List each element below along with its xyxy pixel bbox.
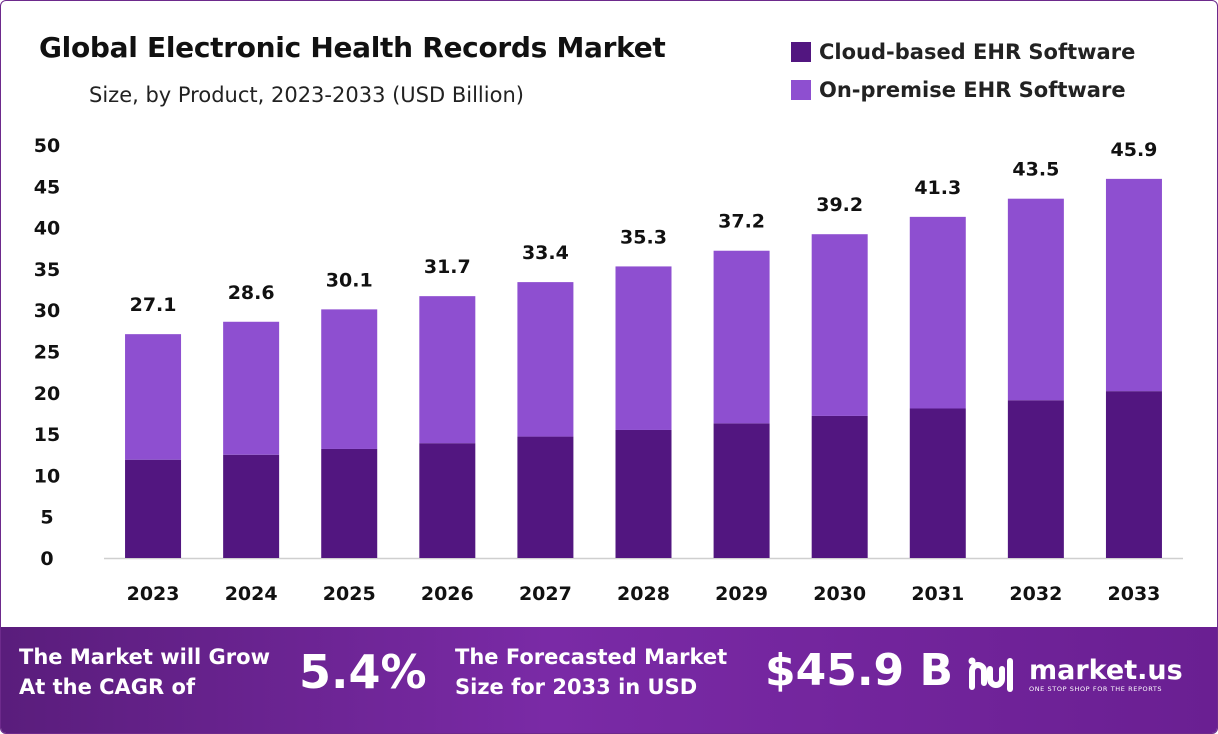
cagr-value: 5.4% [299, 645, 427, 699]
y-tick-label: 10 [34, 465, 60, 487]
bar-segment-onpremise [125, 334, 182, 460]
bar-segment-onpremise [909, 216, 966, 409]
x-tick-label: 2029 [715, 583, 768, 605]
bar-segment-onpremise [321, 309, 378, 449]
brand-name: market.us [1029, 654, 1183, 686]
forecast-label: The Forecasted Market Size for 2033 in U… [455, 642, 727, 702]
x-tick-label: 2024 [225, 583, 278, 605]
bar-segment-cloud [419, 443, 476, 558]
forecast-label-line2: Size for 2033 in USD [455, 675, 698, 699]
bar-segment-cloud [517, 436, 574, 558]
y-tick-label: 50 [34, 135, 60, 157]
bar-segment-cloud [321, 448, 378, 558]
brand-tagline: ONE STOP SHOP FOR THE REPORTS [1029, 684, 1163, 693]
x-tick-label: 2025 [323, 583, 376, 605]
chart-title: Global Electronic Health Records Market [39, 31, 666, 64]
legend-swatch-cloud [791, 42, 811, 62]
bar-total-label: 31.7 [424, 256, 471, 278]
y-tick-label: 30 [34, 300, 60, 322]
x-tick-label: 2033 [1108, 583, 1161, 605]
y-tick-label: 5 [40, 507, 53, 529]
bar-segment-onpremise [223, 321, 280, 455]
y-tick-label: 45 [34, 176, 60, 198]
bar-segment-cloud [811, 415, 868, 558]
forecast-label-line1: The Forecasted Market [455, 645, 728, 669]
y-tick-label: 0 [40, 548, 53, 570]
brand-text: market.us ONE STOP SHOP FOR THE REPORTS [1029, 654, 1183, 694]
bar-segment-onpremise [1105, 178, 1162, 392]
market-us-logo-icon [968, 657, 1013, 692]
bar-total-label: 39.2 [816, 194, 863, 216]
bar-total-label: 27.1 [130, 294, 177, 316]
summary-banner: The Market will Grow At the CAGR of 5.4%… [1, 627, 1217, 733]
bar-total-label: 30.1 [326, 269, 373, 291]
bar-total-label: 43.5 [1012, 159, 1059, 181]
bar-segment-cloud [909, 408, 966, 558]
stacked-bar-chart: 0510152025303540455027.1202328.6202430.1… [34, 135, 1183, 605]
legend-label-onpremise: On-premise EHR Software [819, 78, 1126, 102]
chart-subtitle: Size, by Product, 2023-2033 (USD Billion… [89, 83, 524, 107]
legend-swatch-onpremise [791, 80, 811, 100]
bar-total-label: 28.6 [228, 282, 275, 304]
bar-segment-onpremise [615, 266, 672, 430]
bar-total-label: 41.3 [914, 177, 961, 199]
bar-total-label: 33.4 [522, 242, 569, 264]
legend-label-cloud: Cloud-based EHR Software [819, 40, 1136, 64]
bar-segment-cloud [615, 429, 672, 558]
x-tick-label: 2027 [519, 583, 572, 605]
x-tick-label: 2028 [617, 583, 670, 605]
legend: Cloud-based EHR Software On-premise EHR … [791, 33, 1135, 109]
bar-segment-onpremise [419, 296, 476, 444]
y-tick-label: 40 [34, 218, 60, 240]
legend-item-cloud: Cloud-based EHR Software [791, 33, 1135, 71]
bar-total-label: 37.2 [718, 211, 765, 233]
bar-segment-cloud [223, 454, 280, 558]
bar-segment-onpremise [811, 234, 868, 416]
x-tick-label: 2032 [1009, 583, 1062, 605]
bar-total-label: 45.9 [1111, 139, 1158, 161]
x-tick-label: 2023 [127, 583, 180, 605]
brand-logo[interactable]: market.us ONE STOP SHOP FOR THE REPORTS [967, 653, 1183, 697]
bar-segment-cloud [125, 459, 182, 558]
legend-item-onpremise: On-premise EHR Software [791, 71, 1135, 109]
cagr-label-line1: The Market will Grow [19, 645, 270, 669]
y-tick-label: 35 [34, 259, 60, 281]
x-tick-label: 2030 [813, 583, 866, 605]
bar-segment-cloud [713, 423, 770, 558]
y-tick-label: 15 [34, 424, 60, 446]
bar-total-label: 35.3 [620, 226, 667, 248]
x-tick-label: 2031 [911, 583, 964, 605]
x-tick-label: 2026 [421, 583, 474, 605]
forecast-value: $45.9 B [765, 645, 954, 696]
bar-segment-cloud [1007, 400, 1064, 558]
bar-segment-onpremise [517, 282, 574, 437]
y-tick-label: 25 [34, 342, 60, 364]
cagr-label-line2: At the CAGR of [19, 675, 196, 699]
bar-segment-cloud [1105, 391, 1162, 558]
cagr-label: The Market will Grow At the CAGR of [19, 642, 270, 702]
bar-segment-onpremise [713, 250, 770, 424]
y-tick-label: 20 [34, 383, 60, 405]
bar-segment-onpremise [1007, 198, 1064, 401]
